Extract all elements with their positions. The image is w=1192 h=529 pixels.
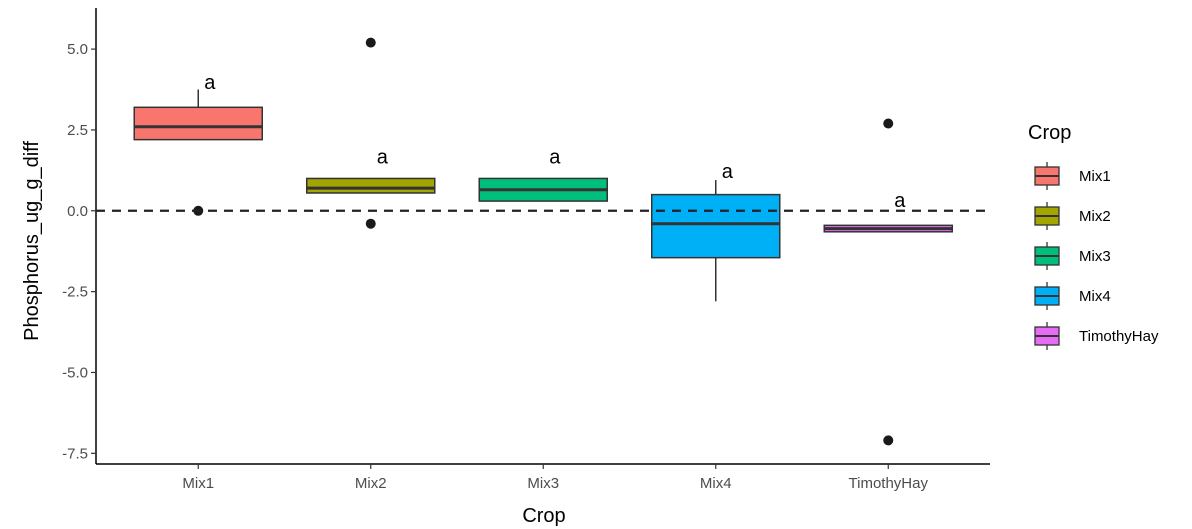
- box-timothyhay: a: [823, 118, 953, 446]
- box-mix4: a: [651, 161, 781, 302]
- y-tick-label: -7.5: [62, 445, 88, 462]
- plot-panel: 5.0 2.5 0.0 -2.5 -5.0 -7.5 Mix1 Mix2 Mix3 Mix4 Tim…: [62, 8, 990, 492]
- box-iqr: [133, 106, 263, 141]
- x-tick-label: TimothyHay: [849, 475, 929, 492]
- legend-label: Mix4: [1079, 288, 1111, 305]
- x-tick-label: Mix4: [700, 475, 732, 492]
- outlier-point: [365, 218, 376, 229]
- y-tick-label: -2.5: [62, 284, 88, 301]
- x-tick-label: Mix2: [355, 475, 387, 492]
- x-axis-title: Crop: [522, 505, 565, 527]
- y-axis-title: Phosphorus_ug_g_diff: [21, 141, 43, 341]
- significance-label: a: [894, 190, 906, 212]
- x-tick-label: Mix3: [527, 475, 559, 492]
- legend-item-mix3: Mix3: [1034, 242, 1111, 270]
- outlier-point: [365, 37, 376, 48]
- legend-item-mix2: Mix2: [1034, 202, 1111, 230]
- box-mix2: a: [306, 37, 436, 229]
- legend-item-timothyhay: TimothyHay: [1034, 322, 1159, 350]
- legend-item-mix1: Mix1: [1034, 162, 1111, 190]
- legend-item-mix4: Mix4: [1034, 282, 1111, 310]
- significance-label: a: [204, 72, 216, 94]
- significance-label: a: [549, 147, 561, 169]
- legend: Mix1 Mix2 Mix3 Mix4 TimothyHay: [1034, 162, 1159, 350]
- box-iqr: [651, 193, 781, 259]
- y-tick-label: 5.0: [67, 41, 88, 58]
- legend-label: Mix1: [1079, 168, 1111, 185]
- y-tick-label: -5.0: [62, 364, 88, 381]
- significance-label: a: [377, 147, 389, 169]
- y-tick-label: 0.0: [67, 203, 88, 220]
- legend-label: TimothyHay: [1079, 328, 1159, 345]
- box-iqr: [306, 177, 436, 194]
- legend-title: Crop: [1028, 122, 1071, 144]
- outlier-point: [883, 435, 894, 446]
- box-mix1: a: [133, 72, 263, 216]
- y-tick-label: 2.5: [67, 122, 88, 139]
- legend-label: Mix3: [1079, 248, 1111, 265]
- significance-label: a: [722, 161, 734, 183]
- x-tick-label: Mix1: [182, 475, 214, 492]
- legend-label: Mix2: [1079, 208, 1111, 225]
- box-mix3: a: [478, 147, 608, 202]
- outlier-point: [883, 118, 894, 129]
